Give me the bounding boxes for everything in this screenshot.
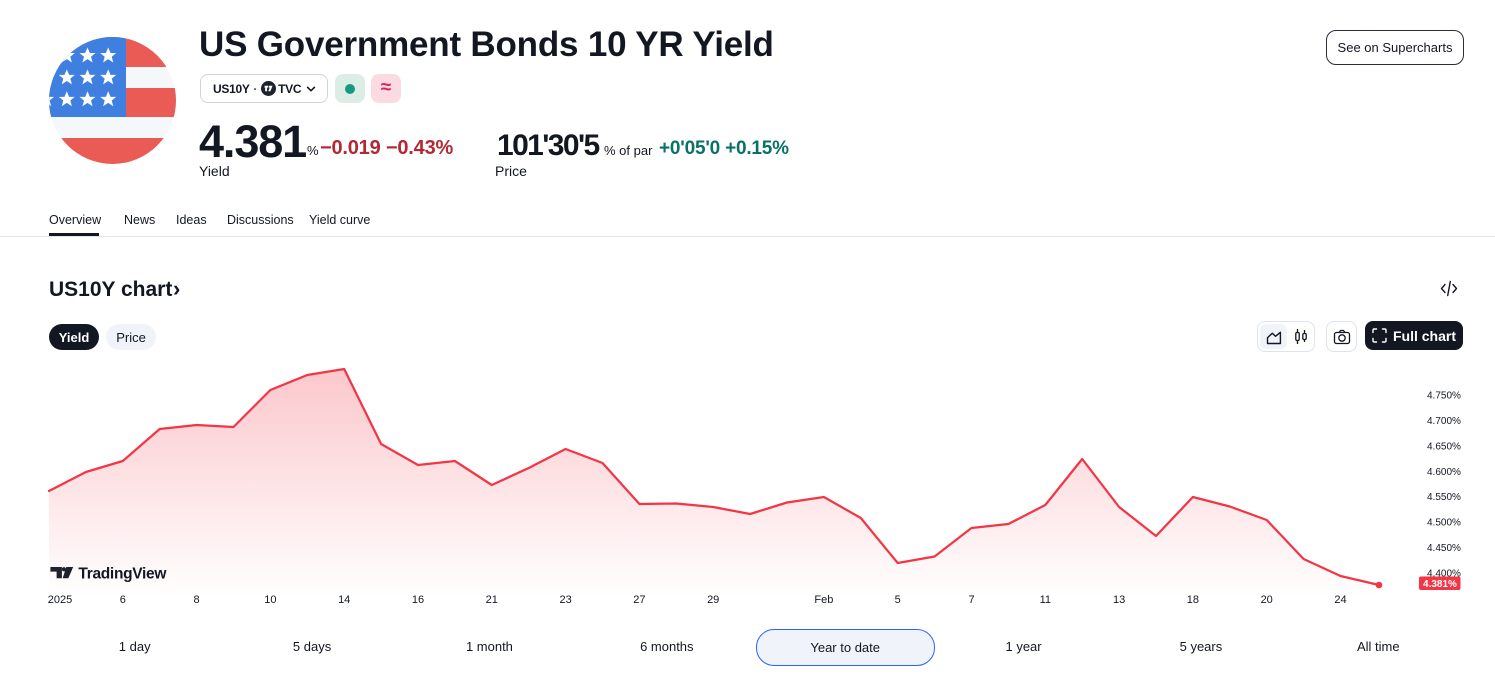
svg-text:4.400%: 4.400% (1427, 569, 1461, 580)
svg-text:6: 6 (120, 594, 126, 606)
svg-text:2025: 2025 (48, 594, 72, 606)
svg-text:18: 18 (1187, 594, 1199, 606)
svg-text:4.600%: 4.600% (1427, 467, 1461, 478)
svg-text:24: 24 (1334, 594, 1346, 606)
svg-text:4.381%: 4.381% (1423, 579, 1457, 590)
svg-text:4.500%: 4.500% (1427, 518, 1461, 529)
svg-text:20: 20 (1261, 594, 1273, 606)
svg-text:8: 8 (194, 594, 200, 606)
svg-text:Feb: Feb (814, 594, 833, 606)
svg-text:23: 23 (559, 594, 571, 606)
svg-text:4.750%: 4.750% (1427, 391, 1461, 402)
svg-text:5: 5 (895, 594, 901, 606)
svg-text:13: 13 (1113, 594, 1125, 606)
svg-text:10: 10 (264, 594, 276, 606)
svg-text:16: 16 (412, 594, 424, 606)
svg-text:11: 11 (1040, 594, 1051, 606)
svg-text:4.700%: 4.700% (1427, 416, 1461, 427)
svg-text:4.550%: 4.550% (1427, 492, 1461, 503)
svg-text:4.650%: 4.650% (1427, 441, 1461, 452)
svg-text:29: 29 (707, 594, 719, 606)
svg-text:21: 21 (486, 594, 498, 606)
svg-text:14: 14 (338, 594, 350, 606)
svg-text:27: 27 (633, 594, 645, 606)
svg-text:4.450%: 4.450% (1427, 543, 1461, 554)
svg-text:7: 7 (968, 594, 974, 606)
svg-text:TradingView: TradingView (78, 565, 167, 582)
